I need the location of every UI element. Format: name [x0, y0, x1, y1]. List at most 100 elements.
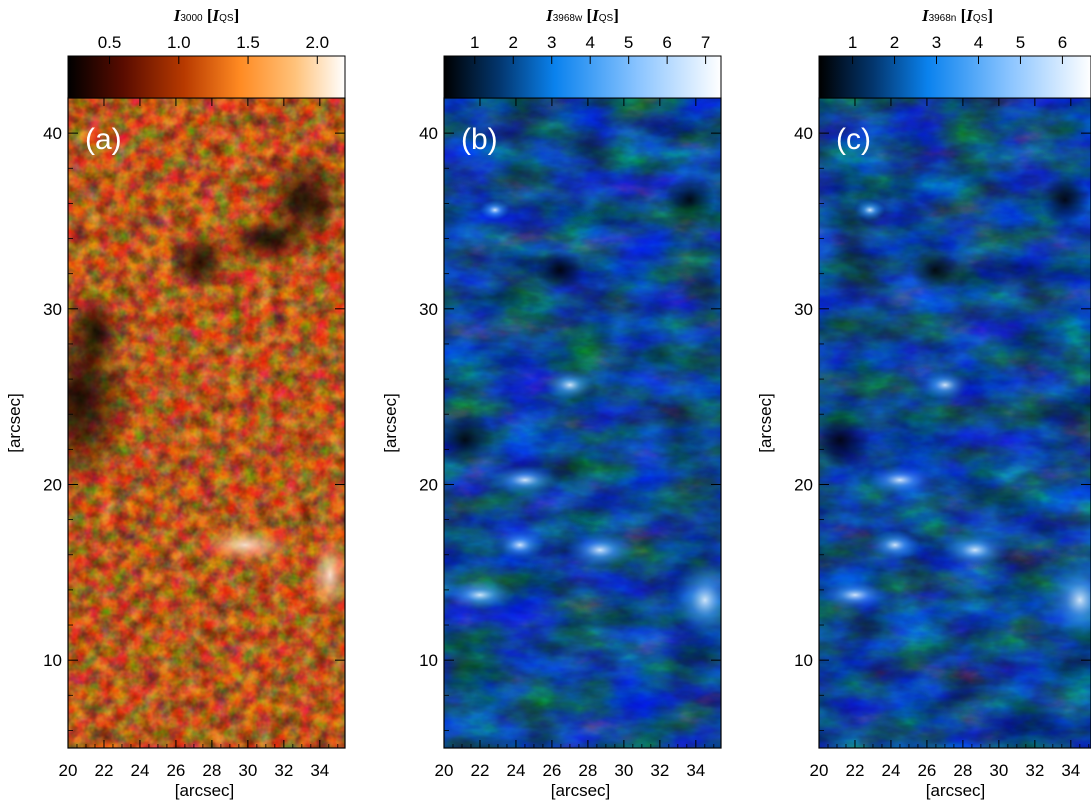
y-tick-label: 10 — [794, 651, 813, 670]
colorbar-title: I3968n [IQS] — [921, 6, 993, 25]
dark-region — [444, 410, 495, 470]
x-axis-a: 20 22 24 26 28 30 32 34 [arcsec] — [59, 98, 339, 800]
y-tick-label: 30 — [43, 300, 62, 319]
bright-region — [940, 532, 1010, 568]
x-tick-label: 24 — [130, 761, 149, 780]
bright-region — [870, 530, 920, 560]
colorbar-tick-label: 4 — [974, 33, 983, 52]
panel-c-image — [819, 98, 1091, 748]
x-tick-label: 22 — [846, 761, 865, 780]
panel-label: (c) — [836, 123, 871, 156]
bright-region — [565, 532, 635, 568]
x-tick-label: 20 — [435, 761, 454, 780]
y-tick-label: 30 — [419, 300, 438, 319]
x-axis-label: [arcsec] — [551, 781, 611, 800]
bright-region — [865, 465, 935, 495]
panel-a: (a) 0.5 1.0 1.5 2.0 I3000 [IQS] 20 22 24 26 28 30 32… — [5, 6, 346, 800]
x-tick-label: 24 — [506, 761, 525, 780]
bright-region — [200, 527, 290, 563]
dark-region — [665, 175, 715, 225]
bright-region — [310, 535, 345, 615]
y-tick-label: 30 — [794, 300, 813, 319]
x-tick-label: 20 — [810, 761, 829, 780]
x-axis-b: 20 22 24 26 28 30 32 34 [arcsec] — [435, 98, 715, 800]
x-tick-label: 34 — [310, 761, 329, 780]
bright-region — [545, 370, 595, 400]
bright-region — [670, 560, 721, 640]
dark-region — [1040, 175, 1090, 225]
x-tick-label: 34 — [686, 761, 705, 780]
y-tick-label: 40 — [419, 124, 438, 143]
x-tick-label: 34 — [1061, 761, 1080, 780]
y-tick-label: 20 — [419, 475, 438, 494]
x-tick-label: 30 — [614, 761, 633, 780]
colorbar-tick-label: 3 — [547, 33, 556, 52]
bright-region — [855, 200, 885, 220]
y-axis-label: [arcsec] — [756, 393, 775, 453]
colorbar-tick-label: 1.0 — [167, 33, 191, 52]
colorbar-tick-label: 0.5 — [98, 33, 122, 52]
dark-region — [910, 250, 960, 290]
colorbar-c: 1 2 3 4 5 6 — [818, 33, 1091, 99]
dark-pore — [170, 232, 230, 292]
colorbar-gradient — [818, 55, 1091, 99]
bright-region — [1045, 560, 1091, 640]
bright-region — [490, 465, 560, 495]
y-axis-label: [arcsec] — [381, 393, 400, 453]
x-tick-label: 22 — [471, 761, 490, 780]
colorbar-a: 0.5 1.0 1.5 2.0 — [67, 33, 346, 99]
x-tick-label: 32 — [274, 761, 293, 780]
colorbar-tick-label: 1 — [848, 33, 857, 52]
colorbar-tick-label: 5 — [624, 33, 633, 52]
y-axis-b: 10 20 30 40 [arcsec] — [381, 124, 721, 731]
x-tick-label: 32 — [650, 761, 669, 780]
x-tick-label: 26 — [166, 761, 185, 780]
panel-b-image — [444, 98, 721, 748]
colorbar-tick-label: 6 — [1058, 33, 1067, 52]
y-tick-label: 20 — [43, 475, 62, 494]
x-axis-label: [arcsec] — [175, 781, 235, 800]
x-axis-c: 20 22 24 26 28 30 32 34 [arcsec] — [810, 98, 1090, 800]
colorbar-tick-label: 5 — [1016, 33, 1025, 52]
x-tick-label: 30 — [989, 761, 1008, 780]
x-tick-label: 30 — [238, 761, 257, 780]
bright-region — [495, 530, 545, 560]
y-tick-label: 10 — [419, 651, 438, 670]
colorbar-gradient — [443, 55, 722, 99]
x-tick-label: 24 — [881, 761, 900, 780]
colorbar-tick-label: 4 — [585, 33, 594, 52]
bright-region — [445, 580, 515, 610]
dark-pore — [265, 150, 345, 250]
colorbar-tick-label: 1.5 — [236, 33, 260, 52]
panel-c: (c) 1 2 3 4 5 6 I3968n [IQS] 20 22 24 26 28 30 32 34 [ar… — [756, 6, 1091, 800]
x-tick-label: 20 — [59, 761, 78, 780]
colorbar-tick-label: 2 — [890, 33, 899, 52]
dark-region — [819, 410, 870, 470]
x-tick-label: 28 — [578, 761, 597, 780]
x-tick-label: 28 — [953, 761, 972, 780]
colorbar-gradient — [67, 55, 346, 99]
colorbar-tick-label: 1 — [470, 33, 479, 52]
colorbar-title: I3000 [IQS] — [173, 6, 240, 25]
panel-label: (a) — [85, 123, 122, 156]
x-tick-label: 22 — [95, 761, 114, 780]
y-axis-c: 10 20 30 40 [arcsec] — [756, 124, 1091, 731]
colorbar-tick-label: 7 — [701, 33, 710, 52]
x-tick-label: 26 — [917, 761, 936, 780]
x-tick-label: 28 — [202, 761, 221, 780]
colorbar-b: 1 2 3 4 5 6 7 — [443, 33, 722, 99]
x-tick-label: 32 — [1025, 761, 1044, 780]
panel-a-image — [68, 98, 345, 748]
bright-region — [480, 200, 510, 220]
colorbar-tick-label: 6 — [662, 33, 671, 52]
colorbar-tick-label: 2.0 — [305, 33, 329, 52]
y-tick-label: 10 — [43, 651, 62, 670]
dark-region — [535, 250, 585, 290]
y-axis-label: [arcsec] — [5, 393, 24, 453]
y-tick-label: 20 — [794, 475, 813, 494]
x-axis-label: [arcsec] — [926, 781, 986, 800]
bright-region — [920, 370, 970, 400]
y-tick-label: 40 — [43, 124, 62, 143]
